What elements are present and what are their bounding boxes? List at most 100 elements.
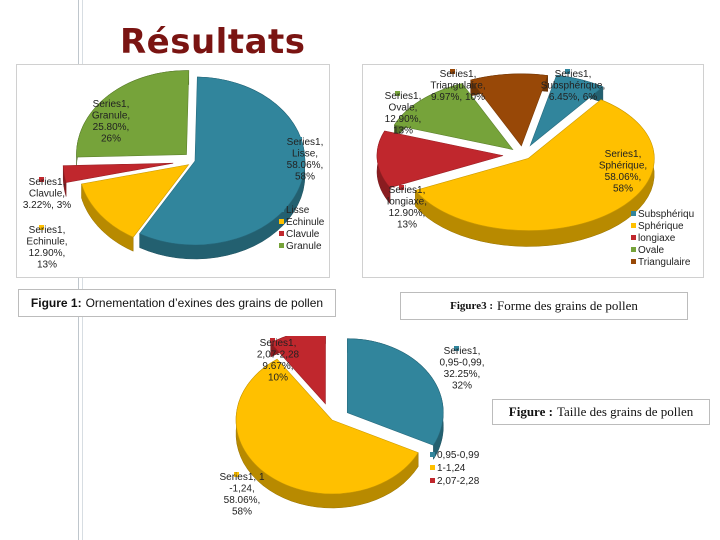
legend-swatch bbox=[430, 452, 435, 457]
data-label-longiaxe-marker bbox=[399, 185, 404, 190]
chart-taille-outer-label: Series1,0,95-0,99,32.25%,32% bbox=[439, 346, 485, 392]
pie-slice-triangulaire bbox=[470, 73, 549, 147]
legend-swatch bbox=[279, 219, 284, 224]
data-label-ovale-line: Ovale, bbox=[389, 103, 418, 114]
data-label-echinule-line: Echinule, bbox=[26, 237, 67, 248]
data-label-1-1-24-marker bbox=[234, 472, 239, 477]
data-label-spherique-marker bbox=[615, 149, 620, 154]
data-label-1-1-24-line: 58.06%, bbox=[224, 495, 261, 506]
data-label-1-1-24: Series1, 1-1,24,58.06%,58% bbox=[219, 472, 265, 518]
data-label-lisse-line: 58.06%, bbox=[287, 160, 324, 171]
chart-taille-frame: Series1, 2,07-2,28 9.67%, 10% Series1, 1 -1,2… bbox=[214, 329, 448, 534]
data-label-longiaxe-line: Series1, bbox=[389, 185, 426, 196]
data-label-clavule-line: 3.22%, 3% bbox=[23, 200, 71, 211]
data-label-lisse: Series1,Lisse,58.06%,58% bbox=[287, 137, 324, 183]
data-label-lisse-line: Lisse, bbox=[292, 149, 318, 160]
data-label-longiaxe: Series1,longiaxe,12.90%,13% bbox=[387, 185, 427, 231]
caption-figure-1: Figure 1: Ornementation d’exines des gra… bbox=[18, 289, 336, 317]
data-label-lisse-line: Series1, bbox=[287, 137, 324, 148]
data-label-spherique: Series1,Sphérique,58.06%,58% bbox=[599, 149, 647, 195]
pie-slice-echinule bbox=[81, 164, 190, 238]
chart-taille: Series1,2,07-2,289.67%,10% Series1, 1-1,2… bbox=[219, 329, 444, 518]
legend-swatch bbox=[631, 211, 636, 216]
pie-slice-longiaxe bbox=[376, 130, 504, 188]
data-label-subspherique-line: Subsphérique, bbox=[541, 81, 606, 92]
data-label-longiaxe-line: longiaxe, bbox=[387, 197, 427, 208]
data-label-spherique-line: 58% bbox=[613, 184, 633, 195]
data-label-subspherique-line: 6.45%, 6% bbox=[549, 92, 597, 103]
data-label-echinule-line: Series1, bbox=[29, 225, 66, 236]
legend-entry: Clavule bbox=[286, 229, 320, 240]
data-label-echinule: Series1,Echinule,12.90%,13% bbox=[26, 225, 68, 271]
data-label-triangulaire-line: Triangulaire, bbox=[430, 81, 485, 92]
data-label-spherique-line: 58.06%, bbox=[605, 172, 642, 183]
data-label-clavule-marker bbox=[39, 177, 44, 182]
data-label-2-07-2-28-line: 2,07-2,28 bbox=[257, 350, 300, 361]
pie-slice-subsph-rique bbox=[529, 74, 604, 147]
caption-figure-1-number: Figure 1: bbox=[30, 296, 82, 310]
caption-figure-3: Figure3 : Forme des grains de pollen bbox=[400, 292, 688, 320]
data-label-triangulaire: Series1,Triangulaire,9.97%, 10% bbox=[430, 69, 486, 103]
chart-taille-legend: 0,95-0,99 1-1,24 2,07-2,28 bbox=[430, 450, 480, 487]
data-label-ovale: Series1,Ovale,12.90%,13% bbox=[385, 91, 422, 137]
data-label-granule-line: Granule, bbox=[92, 111, 130, 122]
data-label-ovale-line: 13% bbox=[393, 126, 413, 137]
caption-figure-taille: Figure : Taille des grains de pollen bbox=[492, 399, 710, 425]
data-label-0-95-0-99-line: Series1, bbox=[444, 346, 481, 357]
data-label-2-07-2-28-line: 9.67%, bbox=[262, 361, 293, 372]
data-label-0-95-0-99-marker bbox=[454, 346, 459, 351]
data-label-triangulaire-marker bbox=[450, 69, 455, 74]
legend-swatch bbox=[279, 207, 284, 212]
pie-slice-sph-rique bbox=[414, 99, 655, 231]
data-label-2-07-2-28-marker bbox=[270, 338, 275, 343]
data-label-1-1-24-line: 58% bbox=[232, 507, 252, 518]
legend-entry: 2,07-2,28 bbox=[437, 476, 480, 487]
legend-swatch bbox=[631, 223, 636, 228]
chart-ornementation: Series1,Lisse,58.06%,58%Series1,Granule,… bbox=[19, 67, 325, 273]
legend-entry: 1-1,24 bbox=[437, 463, 466, 474]
data-label-triangulaire-line: Series1, bbox=[440, 69, 477, 80]
legend-taille: 0,95-0,99 1-1,24 2,07-2,28 bbox=[430, 450, 480, 487]
legend-swatch bbox=[279, 231, 284, 236]
data-label-2-07-2-28-line: 10% bbox=[268, 373, 288, 384]
pie-slice-0-95-0-99 bbox=[346, 338, 444, 446]
slide-title: Résultats bbox=[120, 22, 306, 62]
data-label-2-07-2-28-line: Series1, bbox=[260, 338, 297, 349]
data-label-echinule-line: 12.90%, bbox=[29, 248, 66, 259]
data-label-echinule-marker bbox=[39, 225, 44, 230]
pie-slice-clavule bbox=[62, 162, 174, 183]
data-label-granule-line: 26% bbox=[101, 134, 121, 145]
legend-swatch bbox=[631, 235, 636, 240]
data-label-granule-line: 25.80%, bbox=[93, 122, 130, 133]
caption-figure-3-number: Figure3 : bbox=[450, 300, 494, 312]
data-label-clavule: Series1,Clavule,3.22%, 3% bbox=[23, 177, 71, 211]
pie-slice-1-1-24 bbox=[235, 358, 419, 495]
pie-slice-ovale bbox=[393, 83, 514, 150]
data-label-spherique-line: Series1, bbox=[605, 149, 642, 160]
data-label-spherique-line: Sphérique, bbox=[599, 161, 647, 172]
data-label-triangulaire-line: 9.97%, 10% bbox=[431, 92, 485, 103]
caption-figure-1-text: Ornementation d’exines des grains de pol… bbox=[85, 296, 324, 310]
legend-swatch bbox=[631, 247, 636, 252]
data-label-subspherique: Series1,Subsphérique,6.45%, 6% bbox=[541, 69, 606, 103]
data-label-2-07-2-28: Series1,2,07-2,289.67%,10% bbox=[257, 338, 300, 384]
chart-ornementation-frame: Series1, Lisse, 58.06%, 58% Series1, Granule,… bbox=[16, 64, 330, 278]
caption-figure-taille-text: Taille des grains de pollen bbox=[556, 404, 694, 419]
legend-swatch bbox=[279, 243, 284, 248]
data-label-granule-marker bbox=[103, 99, 108, 104]
data-label-0-95-0-99-line: 32% bbox=[452, 381, 472, 392]
data-label-ovale-line: 12.90%, bbox=[385, 114, 422, 125]
legend-entry: Triangulaire bbox=[638, 257, 691, 268]
data-label-clavule-line: Clavule, bbox=[29, 189, 65, 200]
chart-forme-frame: Series1, Subsphérique, 6.45%, 6% Series1, Tr… bbox=[362, 64, 704, 278]
data-label-granule-line: Series1, bbox=[93, 99, 130, 110]
data-label-ovale-line: Series1, bbox=[385, 91, 422, 102]
data-label-subspherique-line: Series1, bbox=[555, 69, 592, 80]
data-label-longiaxe-line: 13% bbox=[397, 220, 417, 231]
data-label-echinule-line: 13% bbox=[37, 260, 57, 271]
legend-entry: longiaxe bbox=[638, 233, 676, 244]
chart-forme: Series1,Subsphérique,6.45%, 6%Series1,Tr… bbox=[376, 69, 694, 268]
legend-swatch bbox=[430, 478, 435, 483]
legend-entry: Ovale bbox=[638, 245, 665, 256]
